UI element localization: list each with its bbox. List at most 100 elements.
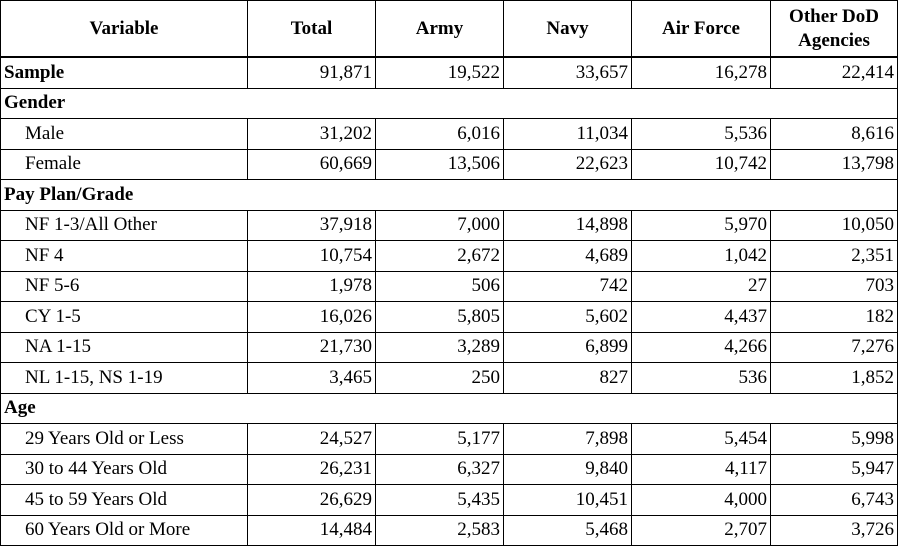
row-label: Sample: [0, 56, 248, 89]
cell-value: 2,583: [375, 514, 504, 546]
row-label: NA 1-15: [0, 331, 248, 363]
table-row: NF 1-3/All Other 37,918 7,000 14,898 5,970 10…: [0, 209, 898, 241]
table-row: CY 1-5 16,026 5,805 5,602 4,437 182: [0, 301, 898, 333]
cell-value: 5,177: [375, 423, 504, 455]
section-title: Pay Plan/Grade: [0, 179, 898, 211]
cell-value: 5,805: [375, 301, 504, 333]
cell-value: 5,947: [770, 453, 898, 485]
cell-value: 182: [770, 301, 898, 333]
cell-value: 703: [770, 270, 898, 302]
column-header: Air Force: [631, 0, 771, 58]
cell-value: 8,616: [770, 118, 898, 150]
cell-value: 742: [503, 270, 632, 302]
cell-value: 536: [631, 362, 771, 394]
table-row: 29 Years Old or Less 24,527 5,177 7,898 5,45…: [0, 423, 898, 455]
cell-value: 3,289: [375, 331, 504, 363]
column-header: Navy: [503, 0, 632, 58]
cell-value: 7,000: [375, 209, 504, 241]
cell-value: 22,414: [770, 56, 898, 89]
section-title: Gender: [0, 87, 898, 119]
cell-value: 4,000: [631, 484, 771, 516]
cell-value: 1,852: [770, 362, 898, 394]
cell-value: 37,918: [247, 209, 376, 241]
row-label: NF 4: [0, 240, 248, 272]
row-label: Male: [0, 118, 248, 150]
cell-value: 31,202: [247, 118, 376, 150]
cell-value: 60,669: [247, 148, 376, 180]
cell-value: 24,527: [247, 423, 376, 455]
table-row: NF 4 10,754 2,672 4,689 1,042 2,351: [0, 240, 898, 272]
cell-value: 1,042: [631, 240, 771, 272]
cell-value: 2,707: [631, 514, 771, 546]
cell-value: 6,327: [375, 453, 504, 485]
cell-value: 3,726: [770, 514, 898, 546]
row-label: 60 Years Old or More: [0, 514, 248, 546]
table-head: Variable Total Army Navy Air Force Other DoD …: [0, 0, 898, 58]
cell-value: 33,657: [503, 56, 632, 89]
row-label: NL 1-15, NS 1-19: [0, 362, 248, 394]
cell-value: 2,351: [770, 240, 898, 272]
cell-value: 6,899: [503, 331, 632, 363]
cell-value: 10,451: [503, 484, 632, 516]
cell-value: 5,435: [375, 484, 504, 516]
cell-value: 10,754: [247, 240, 376, 272]
cell-value: 827: [503, 362, 632, 394]
cell-value: 2,672: [375, 240, 504, 272]
table-row: NF 5-6 1,978 506 742 27 703: [0, 270, 898, 302]
cell-value: 10,050: [770, 209, 898, 241]
cell-value: 16,278: [631, 56, 771, 89]
cell-value: 91,871: [247, 56, 376, 89]
table-body: Sample 91,871 19,522 33,657 16,278 22,414 Gend…: [0, 56, 898, 546]
table-row: 60 Years Old or More 14,484 2,583 5,468 2,70…: [0, 514, 898, 546]
section-row: Gender: [0, 87, 898, 119]
header-row: Variable Total Army Navy Air Force Other DoD …: [0, 0, 898, 58]
row-label: NF 1-3/All Other: [0, 209, 248, 241]
row-label: 30 to 44 Years Old: [0, 453, 248, 485]
section-row: Age: [0, 392, 898, 424]
column-header: Other DoD Agencies: [770, 0, 898, 58]
cell-value: 4,437: [631, 301, 771, 333]
cell-value: 5,454: [631, 423, 771, 455]
row-label: 45 to 59 Years Old: [0, 484, 248, 516]
row-label: NF 5-6: [0, 270, 248, 302]
cell-value: 4,117: [631, 453, 771, 485]
cell-value: 7,898: [503, 423, 632, 455]
cell-value: 506: [375, 270, 504, 302]
cell-value: 13,506: [375, 148, 504, 180]
cell-value: 5,970: [631, 209, 771, 241]
cell-value: 9,840: [503, 453, 632, 485]
cell-value: 5,468: [503, 514, 632, 546]
table-row: NA 1-15 21,730 3,289 6,899 4,266 7,276: [0, 331, 898, 363]
table-row: Male 31,202 6,016 11,034 5,536 8,616: [0, 118, 898, 150]
table-row: Female 60,669 13,506 22,623 10,742 13,798: [0, 148, 898, 180]
cell-value: 5,998: [770, 423, 898, 455]
cell-value: 19,522: [375, 56, 504, 89]
section-row: Pay Plan/Grade: [0, 179, 898, 211]
cell-value: 11,034: [503, 118, 632, 150]
row-label: CY 1-5: [0, 301, 248, 333]
cell-value: 16,026: [247, 301, 376, 333]
cell-value: 10,742: [631, 148, 771, 180]
section-title: Age: [0, 392, 898, 424]
table-row: Sample 91,871 19,522 33,657 16,278 22,414: [0, 56, 898, 89]
column-header: Total: [247, 0, 376, 58]
cell-value: 27: [631, 270, 771, 302]
cell-value: 4,689: [503, 240, 632, 272]
row-label: 29 Years Old or Less: [0, 423, 248, 455]
cell-value: 26,629: [247, 484, 376, 516]
cell-value: 1,978: [247, 270, 376, 302]
cell-value: 6,743: [770, 484, 898, 516]
row-label: Female: [0, 148, 248, 180]
cell-value: 250: [375, 362, 504, 394]
table-row: 30 to 44 Years Old 26,231 6,327 9,840 4,117 5…: [0, 453, 898, 485]
cell-value: 5,536: [631, 118, 771, 150]
cell-value: 5,602: [503, 301, 632, 333]
table-row: NL 1-15, NS 1-19 3,465 250 827 536 1,852: [0, 362, 898, 394]
column-header: Variable: [0, 0, 248, 58]
column-header: Army: [375, 0, 504, 58]
cell-value: 3,465: [247, 362, 376, 394]
cell-value: 4,266: [631, 331, 771, 363]
cell-value: 22,623: [503, 148, 632, 180]
